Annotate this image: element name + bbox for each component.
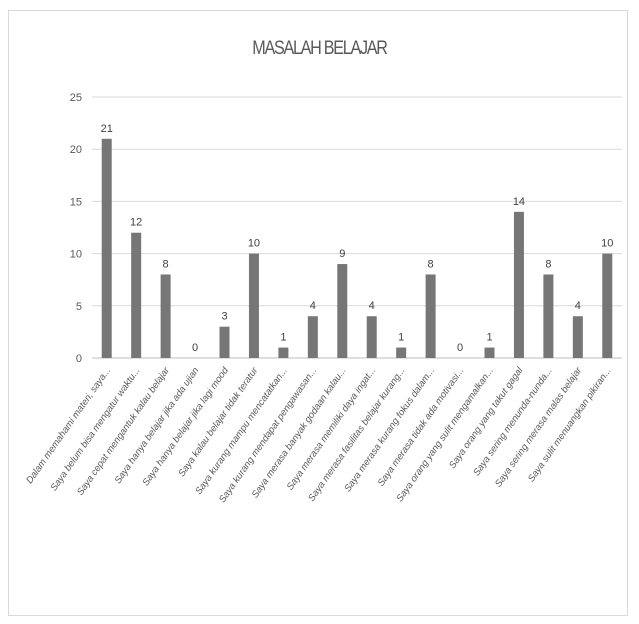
data-label: 8 [163, 258, 169, 270]
x-axis-labels: Dalam memahami materi, saya...Saya belum… [24, 365, 614, 505]
data-label: 0 [457, 342, 463, 354]
bar [101, 138, 112, 358]
bar [307, 316, 318, 358]
chart-title: MASALAH BELAJAR [252, 38, 388, 59]
data-label: 3 [221, 311, 227, 323]
data-label: 9 [339, 248, 345, 260]
data-label: 4 [575, 300, 581, 312]
bar [602, 253, 613, 358]
bar [219, 326, 230, 358]
bar [543, 274, 554, 358]
data-label: 12 [130, 217, 142, 229]
data-label: 4 [310, 300, 316, 312]
data-label: 10 [601, 238, 613, 250]
bar [572, 316, 583, 358]
bar [337, 264, 348, 358]
data-label: 1 [398, 332, 404, 344]
data-label: 10 [248, 238, 260, 250]
y-tick-label: 15 [70, 196, 82, 208]
bar [131, 232, 142, 358]
data-label: 8 [428, 258, 434, 270]
data-label: 0 [192, 342, 198, 354]
data-label: 14 [513, 196, 525, 208]
data-label: 1 [280, 332, 286, 344]
data-label: 8 [545, 258, 551, 270]
y-tick-label: 25 [70, 92, 82, 104]
bars [101, 138, 613, 358]
bar [425, 274, 436, 358]
bar [248, 253, 259, 358]
bar [484, 347, 495, 358]
y-axis-ticks: 0 5 10 15 20 25 [70, 92, 82, 365]
data-label: 21 [101, 123, 113, 135]
y-tick-label: 20 [70, 144, 82, 156]
gridlines [92, 96, 622, 359]
y-tick-label: 10 [70, 249, 82, 261]
bar [278, 347, 289, 358]
y-tick-label: 0 [76, 353, 82, 365]
bar [160, 274, 171, 358]
bar [366, 316, 377, 358]
bar [396, 347, 407, 358]
bar [513, 211, 524, 358]
y-tick-label: 5 [76, 301, 82, 313]
data-label: 1 [486, 332, 492, 344]
data-label: 4 [369, 300, 375, 312]
